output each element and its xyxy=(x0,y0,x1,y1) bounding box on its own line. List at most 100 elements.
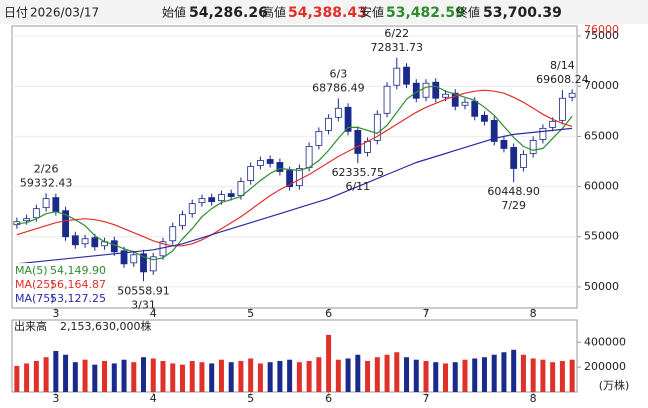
volume-bar xyxy=(501,352,507,392)
legend-name: MA(25) xyxy=(15,278,55,291)
candle-body xyxy=(558,97,566,121)
candle-body xyxy=(247,166,255,181)
volume-bar xyxy=(131,362,137,392)
candle-body xyxy=(188,203,196,215)
candle-body xyxy=(383,85,391,114)
y-tick-label: 70000 xyxy=(584,79,619,92)
volume-bar xyxy=(326,334,332,392)
volume-bar xyxy=(374,357,380,392)
volume-bar xyxy=(121,359,127,392)
x-tick-label: 4 xyxy=(150,307,157,320)
volume-bar xyxy=(394,352,400,392)
volume-bar xyxy=(238,360,244,392)
y-tick-label: 400000 xyxy=(584,335,626,348)
candle-body xyxy=(179,214,186,227)
volume-bar xyxy=(540,359,546,392)
volume-bar xyxy=(248,358,254,392)
ma-line xyxy=(16,85,573,261)
candle-body xyxy=(451,92,459,107)
y-tick-label: 65000 xyxy=(584,129,619,142)
candle-body xyxy=(529,140,537,154)
x-tick-label: 6 xyxy=(325,392,332,405)
high-value: 54,388.43 xyxy=(288,5,367,21)
candle-body xyxy=(237,181,245,197)
volume-bar xyxy=(462,359,468,392)
volume-bar xyxy=(472,358,478,392)
candle-body xyxy=(490,119,498,142)
volume-bar xyxy=(491,354,497,392)
candle-body xyxy=(169,226,177,242)
candle-body xyxy=(354,129,362,154)
volume-bar xyxy=(43,357,49,392)
candle-body xyxy=(149,256,157,272)
low-label: 安値 xyxy=(360,5,384,20)
candle-body xyxy=(432,81,440,99)
x-tick-label: 8 xyxy=(530,307,537,320)
candle-body xyxy=(305,146,313,168)
candle-body xyxy=(422,82,430,98)
candle-body xyxy=(120,250,128,265)
volume-bar xyxy=(452,362,458,392)
candle-body xyxy=(393,67,401,86)
x-tick-label: 4 xyxy=(150,392,157,405)
volume-bar xyxy=(365,360,371,392)
header-bar xyxy=(0,0,648,24)
candle-body xyxy=(403,66,410,85)
legend-value: 53,127.25 xyxy=(50,292,106,305)
candle-body xyxy=(373,113,381,141)
volume-bar xyxy=(267,362,273,392)
annotation-value: 62335.75 xyxy=(332,166,385,179)
candle-body xyxy=(510,147,518,169)
volume-total: 2,153,630,000株 xyxy=(60,319,151,333)
volume-bar xyxy=(257,363,263,392)
volume-bar xyxy=(218,359,224,392)
candle-body xyxy=(257,160,264,166)
volume-bar xyxy=(150,358,156,392)
volume-bar xyxy=(209,363,215,392)
annotation-date: 6/3 xyxy=(329,67,347,80)
volume-bar xyxy=(481,357,487,392)
candle-body xyxy=(481,114,488,122)
volume-bar xyxy=(14,365,20,392)
volume-bar xyxy=(316,357,322,392)
open-value: 54,286.26 xyxy=(189,5,268,21)
candle-body xyxy=(568,92,576,98)
candle-body xyxy=(266,159,274,164)
volume-bar xyxy=(63,354,69,392)
annotation-date: 7/29 xyxy=(501,199,526,212)
volume-bar xyxy=(277,360,283,392)
y-tick-label: 60000 xyxy=(584,180,619,193)
candle-body xyxy=(442,93,449,98)
y-tick-label: 200000 xyxy=(584,360,626,373)
annotation-value: 59332.43 xyxy=(20,176,73,189)
volume-bar xyxy=(72,362,78,392)
volume-bar xyxy=(569,359,575,392)
volume-bar xyxy=(102,360,108,392)
volume-bar xyxy=(53,351,59,392)
volume-bar xyxy=(413,359,419,392)
volume-bar xyxy=(33,360,39,392)
candle-body xyxy=(549,120,557,128)
volume-bar xyxy=(199,362,205,392)
legend-value: 56,164.87 xyxy=(50,278,106,291)
x-tick-label: 5 xyxy=(247,392,254,405)
x-tick-label: 3 xyxy=(52,307,59,320)
candle-body xyxy=(315,130,323,146)
y-tick-label: 55000 xyxy=(584,230,619,243)
annotation-value: 72831.73 xyxy=(371,41,424,54)
candle-body xyxy=(344,106,352,132)
low-value: 53,482.59 xyxy=(386,5,465,21)
volume-bar xyxy=(550,362,556,392)
y-tick-label: 50000 xyxy=(584,280,619,293)
volume-bar xyxy=(170,363,176,392)
ma-line xyxy=(16,127,573,265)
candle-body xyxy=(91,237,99,248)
candle-body xyxy=(461,101,469,106)
volume-bar xyxy=(160,360,166,392)
volume-bar xyxy=(287,359,293,392)
candle-body xyxy=(81,238,89,245)
annotation-value: 60448.90 xyxy=(487,185,540,198)
candle-body xyxy=(52,197,60,213)
candle-body xyxy=(71,235,79,246)
